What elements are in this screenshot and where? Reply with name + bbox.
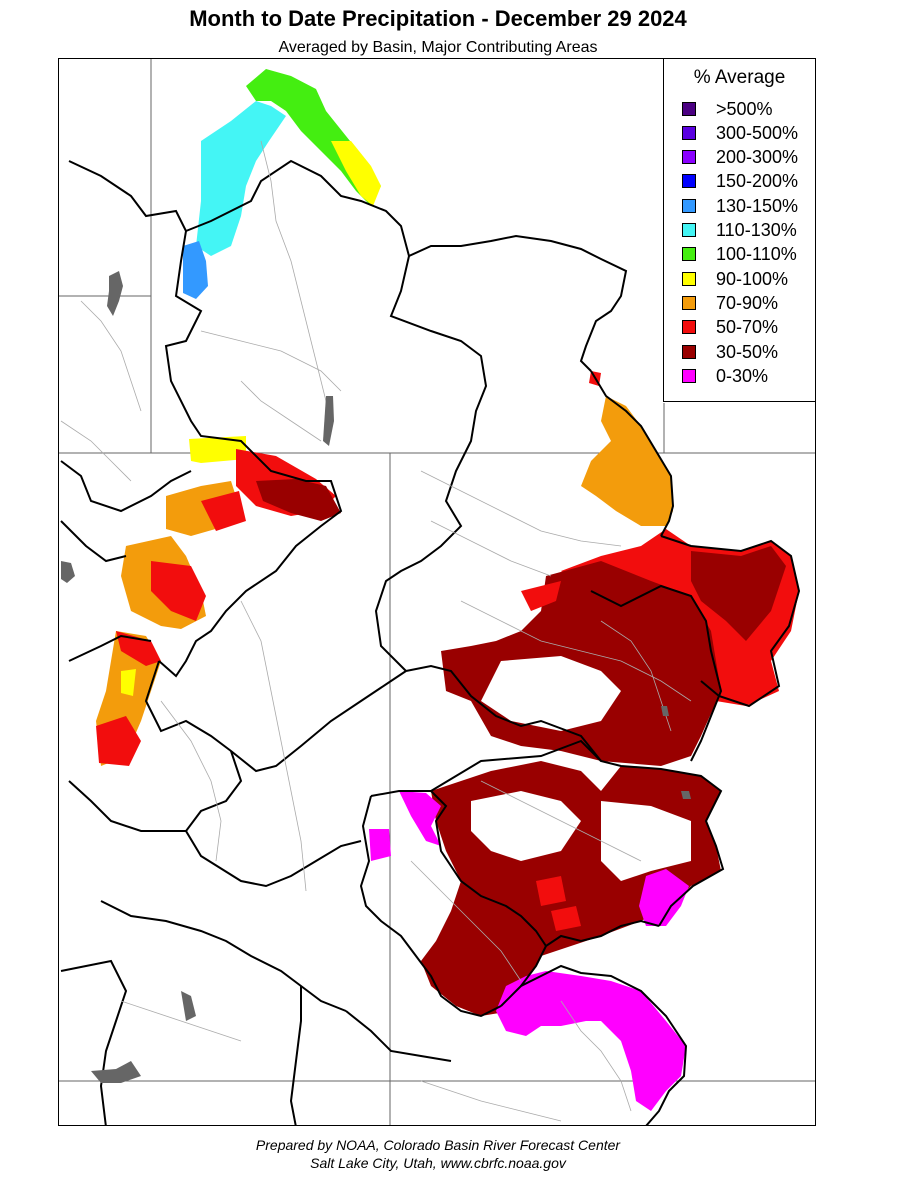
map-title: Month to Date Precipitation - December 2…	[189, 6, 687, 31]
rivers	[60, 140, 692, 1122]
legend-swatch	[682, 296, 696, 310]
legend-label: 150-200%	[716, 170, 799, 191]
legend-item: 100-110%	[682, 244, 797, 264]
legend-label: >500%	[716, 98, 773, 119]
legend-item: 150-200%	[682, 171, 798, 191]
legend-item: 0-30%	[682, 366, 768, 386]
legend-label: 110-130%	[716, 219, 797, 240]
legend-label: 130-150%	[716, 195, 799, 216]
legend-item: 110-130%	[682, 220, 797, 240]
legend-swatch	[682, 272, 696, 286]
legend-swatch	[682, 174, 696, 188]
legend-item: 30-50%	[682, 342, 778, 362]
legend-swatch	[682, 223, 696, 237]
legend-title: % Average	[693, 67, 786, 88]
legend-swatch	[682, 126, 696, 140]
legend-label: 70-90%	[716, 292, 779, 313]
legend-item: 300-500%	[682, 123, 798, 143]
legend-swatch	[682, 320, 696, 334]
state-boundaries	[59, 59, 815, 1125]
footer-credit: Prepared by NOAA, Colorado Basin River F…	[255, 1137, 621, 1153]
legend-item: 130-150%	[682, 196, 798, 216]
map-subtitle: Averaged by Basin, Major Contributing Ar…	[278, 39, 598, 56]
legend-label: 90-100%	[716, 268, 789, 289]
legend-item: 90-100%	[682, 269, 788, 289]
legend-label: 50-70%	[716, 316, 779, 337]
lakes	[61, 271, 691, 1083]
legend-swatch	[682, 345, 696, 359]
legend-label: 100-110%	[716, 243, 797, 264]
legend-swatch	[682, 247, 696, 261]
legend-item: >500%	[682, 99, 773, 119]
legend-item: 70-90%	[682, 293, 778, 313]
legend-label: 0-30%	[716, 365, 769, 386]
major-basin-boundaries	[60, 159, 801, 1125]
basin-map-svg	[59, 59, 815, 1125]
legend: % Average >500% 300-500% 200-300% 150-20…	[663, 58, 816, 402]
legend-label: 200-300%	[716, 146, 799, 167]
legend-label: 30-50%	[716, 341, 779, 362]
legend-swatch	[682, 369, 696, 383]
legend-label: 300-500%	[716, 122, 799, 143]
footer-location: Salt Lake City, Utah, www.cbrfc.noaa.gov	[310, 1155, 566, 1171]
legend-item: 50-70%	[682, 317, 778, 337]
legend-swatch	[682, 150, 696, 164]
legend-item: 200-300%	[682, 147, 798, 167]
legend-swatch	[682, 199, 696, 213]
legend-swatch	[682, 102, 696, 116]
